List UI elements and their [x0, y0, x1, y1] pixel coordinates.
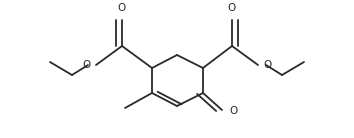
Text: O: O [263, 60, 271, 70]
Text: O: O [118, 3, 126, 13]
Text: O: O [83, 60, 91, 70]
Text: O: O [228, 3, 236, 13]
Text: O: O [229, 106, 237, 116]
